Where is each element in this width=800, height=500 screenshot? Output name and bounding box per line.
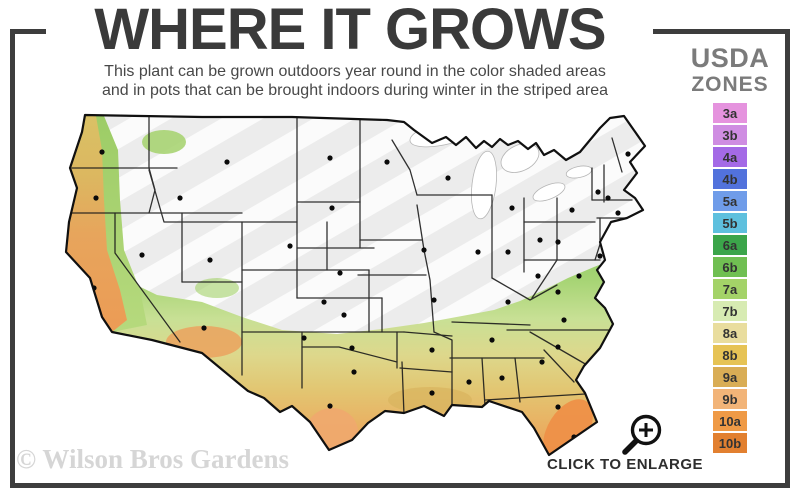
zone-swatch-9a: 9a <box>713 367 747 387</box>
zone-label-10a: 10a <box>719 413 741 429</box>
us-zone-map[interactable] <box>52 110 654 466</box>
zone-label-10b: 10b <box>718 435 742 451</box>
zone-label-3b: 3b <box>722 127 738 143</box>
state-borders <box>68 115 633 416</box>
zone-swatch-7b: 7b <box>713 301 747 321</box>
zone-label-7a: 7a <box>722 281 738 297</box>
zone-label-4a: 4a <box>722 149 738 165</box>
legend-title-zones: ZONES <box>691 73 769 96</box>
usda-zones-legend: USDA ZONES 3a 3b 4a 4b 5a 5b 6a 6b 7a 7b 8a 8b 9a 9b 1… <box>688 44 772 455</box>
zone-swatch-5b: 5b <box>713 213 747 233</box>
zone-label-8a: 8a <box>722 325 738 341</box>
frame-border-right <box>785 29 790 488</box>
frame-border-left <box>10 29 15 488</box>
zone-swatch-3b: 3b <box>713 125 747 145</box>
zone-swatch-8b: 8b <box>713 345 747 365</box>
zone-swatch-10a: 10a <box>713 411 747 431</box>
page-title: WHERE IT GROWS <box>94 0 606 62</box>
zone-label-6b: 6b <box>722 259 738 275</box>
zone-label-3a: 3a <box>722 105 738 121</box>
click-to-enlarge-label[interactable]: CLICK TO ENLARGE <box>546 456 704 473</box>
zone-label-7b: 7b <box>722 303 738 319</box>
subtitle-line-2: and in pots that can be brought indoors … <box>101 82 609 99</box>
watermark: © Wilson Bros Gardens <box>16 444 289 474</box>
zone-label-6a: 6a <box>722 237 738 253</box>
us-outline <box>64 113 647 457</box>
zone-swatch-9b: 9b <box>713 389 747 409</box>
zone-swatch-8a: 8a <box>713 323 747 343</box>
zone-swatch-6b: 6b <box>713 257 747 277</box>
zone-label-9b: 9b <box>722 391 738 407</box>
subtitle-line-1: This plant can be grown outdoors year ro… <box>104 63 606 80</box>
frame-border-top-right <box>653 29 790 34</box>
legend-title-usda: USDA <box>690 43 770 73</box>
zone-swatch-3a: 3a <box>713 103 747 123</box>
city-dots <box>91 149 639 440</box>
zone-swatch-10b: 10b <box>713 433 747 453</box>
zone-label-9a: 9a <box>722 369 738 385</box>
west-coast-warm-strip <box>66 115 127 332</box>
zone-label-5a: 5a <box>722 193 738 209</box>
frame-border-top-left <box>10 29 46 34</box>
zone-label-8b: 8b <box>722 347 738 363</box>
magnifier-zoom-in-icon[interactable] <box>615 410 665 456</box>
subtitle: This plant can be grown outdoors year ro… <box>35 62 675 100</box>
frame-border-bottom <box>10 483 790 488</box>
zone-swatch-4b: 4b <box>713 169 747 189</box>
zone-label-5b: 5b <box>722 215 738 231</box>
zone-swatch-7a: 7a <box>713 279 747 299</box>
zone-swatch-5a: 5a <box>713 191 747 211</box>
zone-label-4b: 4b <box>722 171 738 187</box>
zone-swatch-6a: 6a <box>713 235 747 255</box>
zone-list: 3a 3b 4a 4b 5a 5b 6a 6b 7a 7b 8a 8b 9a 9b 10a 10b <box>688 103 772 453</box>
zone-swatch-4a: 4a <box>713 147 747 167</box>
